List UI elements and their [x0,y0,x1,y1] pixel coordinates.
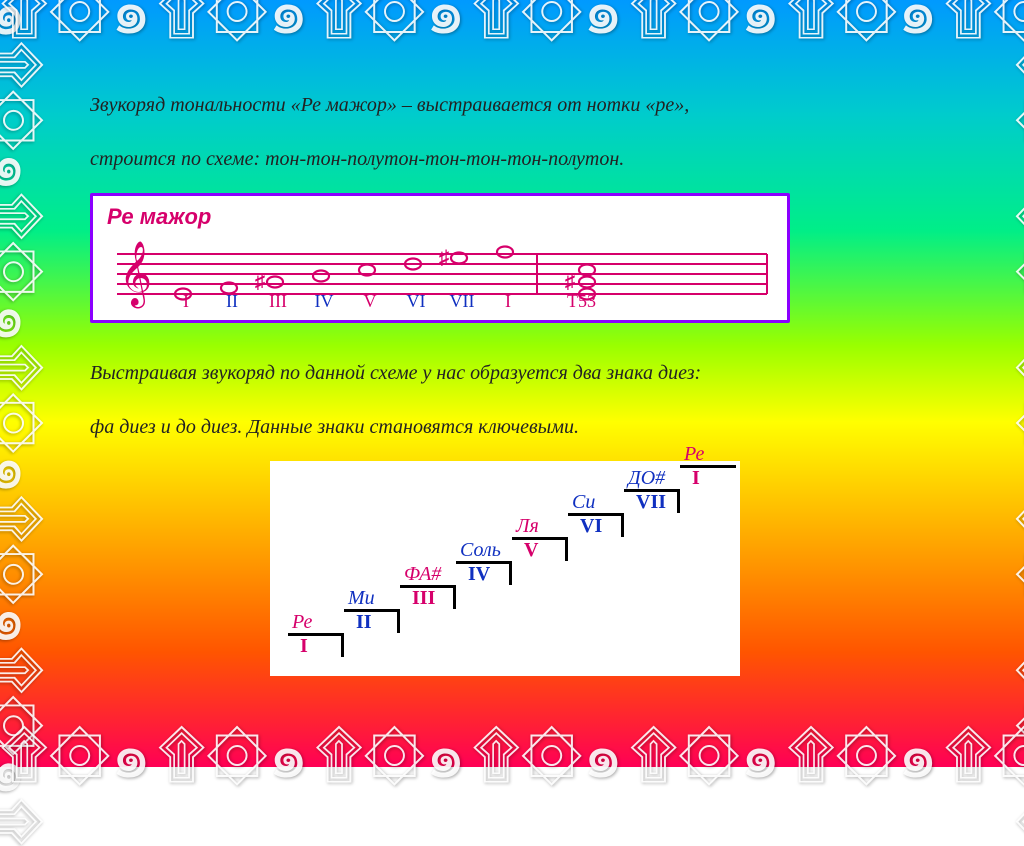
stair-step [512,537,568,561]
degree-numeral: I [485,291,531,312]
explain-line-2: фа диез и до диез. Данные знаки становят… [90,407,930,447]
degree-numeral: IV [301,291,347,312]
intro-line-2: строится по схеме: тон-тон-полутон-тон-т… [90,139,930,179]
stair-note-label: ФА# [404,563,441,586]
stair-note-label: Ре [684,443,704,466]
stair-degree-label: II [356,611,372,634]
stair-degree-label: V [524,539,538,562]
degree-numerals: IIIIIIIVVVIVIII [163,291,531,312]
degree-numeral: VI [393,291,439,312]
stair-degree-label: VII [636,491,666,514]
stair-note-label: Ре [292,611,312,634]
svg-text:𝄞: 𝄞 [119,241,152,308]
stair-note-label: Ля [516,515,539,538]
scale-stairs: РеIМиIIФА#IIIСольIVЛяVСиVIДО#VIIРеI [270,461,740,676]
stair-step [288,633,344,657]
stair-degree-label: I [692,467,700,490]
degree-numeral: III [255,291,301,312]
degree-numeral: V [347,291,393,312]
svg-text:♯: ♯ [255,271,265,293]
staff-title: Ре мажор [107,204,773,230]
stair-degree-label: I [300,635,308,658]
degree-numeral: I [163,291,209,312]
degree-numeral: II [209,291,255,312]
stair-step [680,465,736,489]
stair-note-label: Ми [348,587,375,610]
staff-graphic: 𝄞♯♯♯ IIIIIIIVVVIVIII T53 [107,232,773,310]
explain-line-1: Выстраивая звукоряд по данной схеме у на… [90,353,930,393]
t53-label: T53 [567,291,596,312]
intro-line-1: Звукоряд тональности «Ре мажор» – выстра… [90,85,930,125]
stair-degree-label: VI [580,515,602,538]
stair-degree-label: IV [468,563,490,586]
slide-content: Звукоряд тональности «Ре мажор» – выстра… [90,85,930,676]
degree-numeral: VII [439,291,485,312]
stair-note-label: ДО# [628,467,665,490]
stair-note-label: Соль [460,539,501,562]
stair-degree-label: III [412,587,435,610]
svg-text:♯: ♯ [439,247,449,269]
stair-step [344,609,400,633]
staff-box: Ре мажор 𝄞♯♯♯ IIIIIIIVVVIVIII T53 [90,193,790,323]
svg-text:♯: ♯ [565,271,575,293]
stair-note-label: Си [572,491,595,514]
